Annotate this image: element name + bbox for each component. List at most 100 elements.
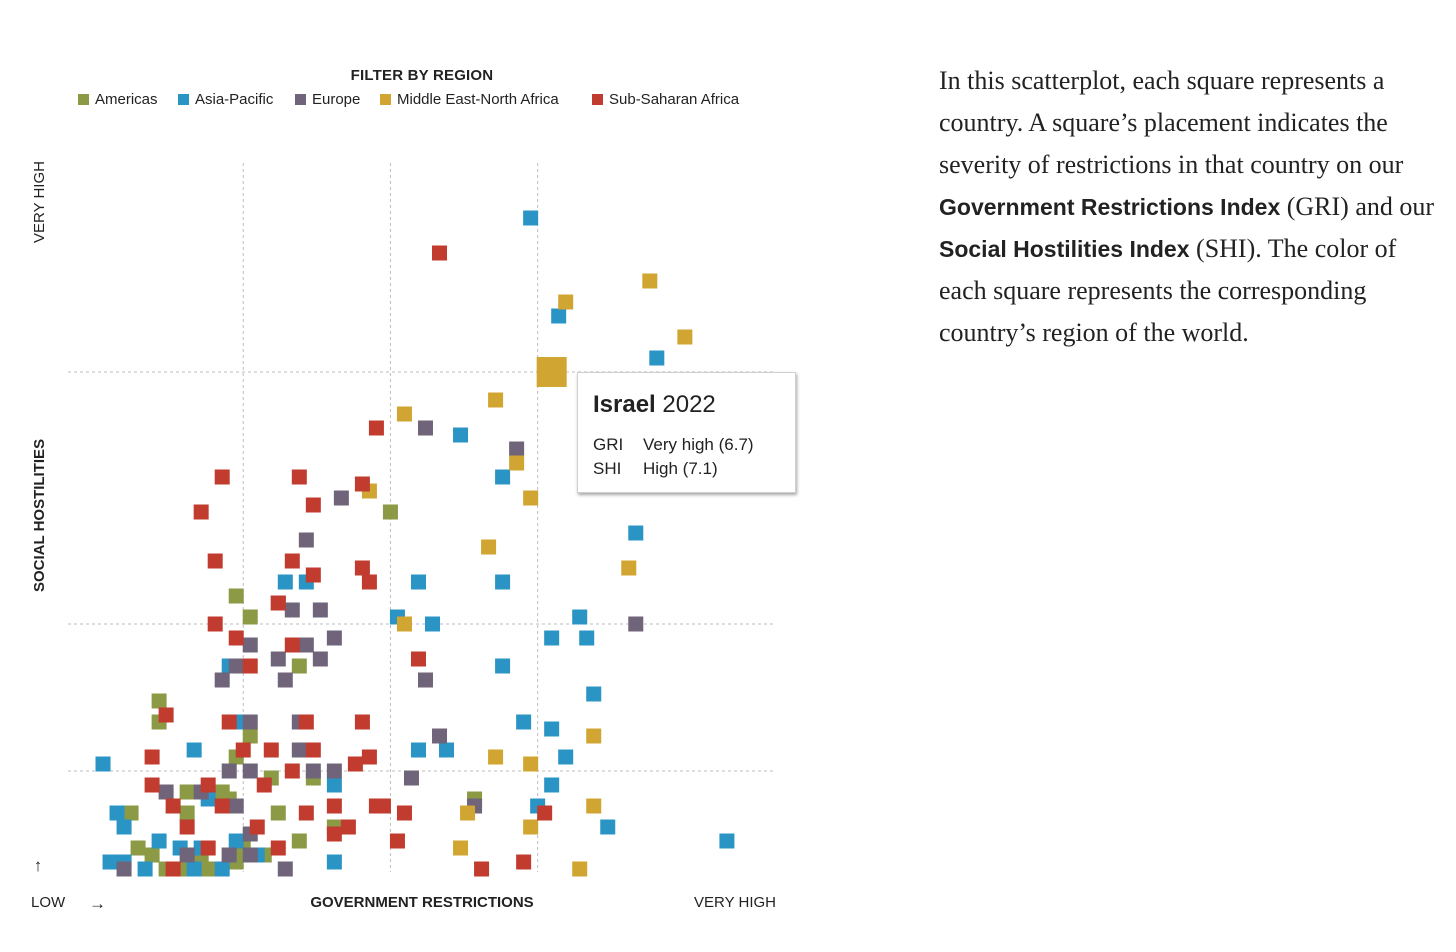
country-square[interactable] — [193, 504, 209, 520]
country-square[interactable] — [242, 637, 258, 653]
country-square[interactable] — [572, 609, 588, 625]
country-square[interactable] — [242, 609, 258, 625]
country-square[interactable] — [291, 469, 307, 485]
country-square[interactable] — [228, 630, 244, 646]
country-square[interactable] — [537, 805, 553, 821]
country-square[interactable] — [305, 763, 321, 779]
country-square[interactable] — [544, 721, 560, 737]
country-square[interactable] — [403, 770, 419, 786]
country-square[interactable] — [277, 672, 293, 688]
country-square[interactable] — [291, 833, 307, 849]
country-square[interactable] — [509, 441, 525, 457]
country-square[interactable] — [116, 819, 132, 835]
country-square[interactable] — [474, 861, 490, 877]
country-square[interactable] — [628, 616, 644, 632]
country-square[interactable] — [516, 714, 532, 730]
country-square[interactable] — [516, 854, 532, 870]
country-square[interactable] — [719, 833, 735, 849]
country-square[interactable] — [151, 833, 167, 849]
country-square[interactable] — [410, 574, 426, 590]
country-square[interactable] — [544, 630, 560, 646]
country-square[interactable] — [368, 798, 384, 814]
legend-item[interactable]: Americas — [78, 91, 158, 108]
country-square[interactable] — [340, 819, 356, 835]
country-square[interactable] — [270, 840, 286, 856]
country-square[interactable] — [488, 392, 504, 408]
country-square[interactable] — [179, 847, 195, 863]
country-square[interactable] — [277, 861, 293, 877]
country-square[interactable] — [396, 805, 412, 821]
country-square[interactable] — [242, 847, 258, 863]
country-square[interactable] — [179, 819, 195, 835]
country-square[interactable] — [144, 847, 160, 863]
country-square[interactable] — [439, 742, 455, 758]
country-square[interactable] — [628, 525, 644, 541]
country-square[interactable] — [270, 651, 286, 667]
country-square[interactable] — [425, 616, 440, 632]
country-square[interactable] — [326, 854, 342, 870]
country-square[interactable] — [151, 693, 167, 709]
country-square[interactable] — [396, 616, 412, 632]
country-square[interactable] — [410, 651, 426, 667]
country-square[interactable] — [523, 819, 539, 835]
country-square[interactable] — [242, 728, 258, 744]
country-square[interactable] — [263, 742, 279, 758]
country-square[interactable] — [558, 749, 574, 765]
country-square[interactable] — [298, 637, 314, 653]
country-square[interactable] — [326, 798, 342, 814]
country-square[interactable] — [544, 777, 560, 793]
country-square[interactable] — [277, 574, 293, 590]
country-square[interactable] — [284, 763, 300, 779]
country-square[interactable] — [284, 553, 300, 569]
country-square[interactable] — [228, 658, 244, 674]
country-square[interactable] — [417, 672, 433, 688]
country-square[interactable] — [305, 497, 321, 513]
country-square[interactable] — [249, 819, 265, 835]
country-square[interactable] — [298, 714, 314, 730]
country-square[interactable] — [326, 630, 342, 646]
country-square[interactable] — [460, 805, 476, 821]
country-square[interactable] — [621, 560, 637, 576]
country-square[interactable] — [116, 861, 132, 877]
country-square[interactable] — [481, 539, 497, 555]
country-square[interactable] — [270, 595, 286, 611]
country-square[interactable] — [432, 728, 448, 744]
country-square[interactable] — [523, 490, 539, 506]
country-square[interactable] — [242, 714, 258, 730]
country-square[interactable] — [382, 504, 398, 520]
country-square[interactable] — [144, 777, 160, 793]
country-square[interactable] — [432, 245, 448, 261]
country-square[interactable] — [109, 805, 125, 821]
country-square[interactable] — [291, 658, 307, 674]
country-square[interactable] — [649, 350, 665, 366]
country-square[interactable] — [221, 847, 237, 863]
country-square[interactable] — [186, 861, 202, 877]
country-square[interactable] — [179, 805, 195, 821]
country-square[interactable] — [305, 742, 321, 758]
country-square[interactable] — [207, 616, 223, 632]
legend-item[interactable]: Asia-Pacific — [178, 91, 274, 108]
country-square[interactable] — [326, 763, 342, 779]
country-square[interactable] — [228, 588, 244, 604]
country-square[interactable] — [586, 728, 602, 744]
country-square[interactable] — [396, 406, 412, 422]
country-square[interactable] — [137, 861, 153, 877]
country-square[interactable] — [642, 273, 658, 289]
country-square[interactable] — [586, 798, 602, 814]
country-square[interactable] — [228, 798, 244, 814]
country-square[interactable] — [354, 560, 370, 576]
legend-item[interactable]: Europe — [295, 91, 360, 108]
country-square[interactable] — [179, 784, 195, 800]
country-square[interactable] — [312, 602, 328, 618]
country-square[interactable] — [102, 854, 118, 870]
country-square[interactable] — [200, 840, 216, 856]
country-square[interactable] — [389, 833, 405, 849]
country-square[interactable] — [270, 805, 286, 821]
country-square[interactable] — [551, 308, 567, 324]
country-square[interactable] — [158, 707, 174, 723]
country-square[interactable] — [495, 574, 511, 590]
country-square[interactable] — [312, 651, 328, 667]
country-square[interactable] — [361, 749, 377, 765]
country-square[interactable] — [453, 840, 469, 856]
country-square[interactable] — [305, 567, 321, 583]
